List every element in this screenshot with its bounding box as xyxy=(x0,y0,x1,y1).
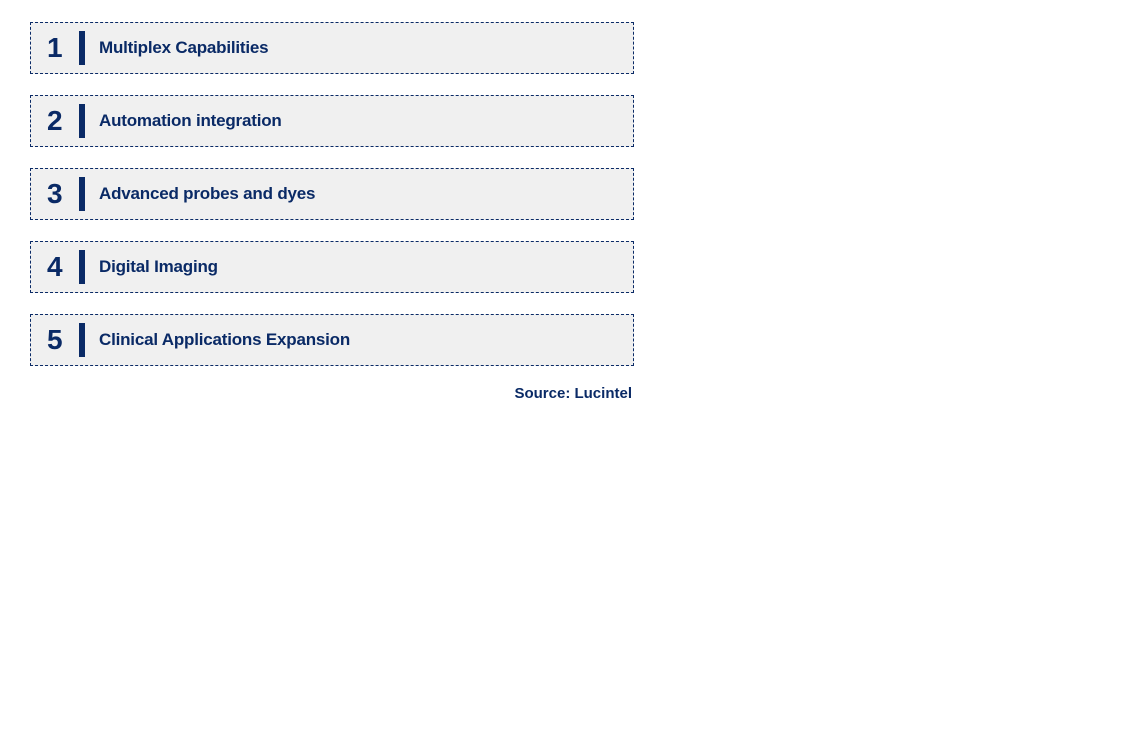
item-divider xyxy=(79,104,85,138)
item-divider xyxy=(79,31,85,65)
list-item: 3 Advanced probes and dyes xyxy=(30,168,634,220)
item-label: Multiplex Capabilities xyxy=(99,38,268,58)
source-attribution: Source: Lucintel xyxy=(30,385,634,402)
list-item: 1 Multiplex Capabilities xyxy=(30,22,634,74)
item-label: Digital Imaging xyxy=(99,257,218,277)
list-item: 5 Clinical Applications Expansion xyxy=(30,314,634,366)
list-item: 4 Digital Imaging xyxy=(30,241,634,293)
item-number: 5 xyxy=(41,324,79,356)
numbered-list: 1 Multiplex Capabilities 2 Automation in… xyxy=(30,22,634,366)
item-label: Automation integration xyxy=(99,111,282,131)
item-number: 4 xyxy=(41,251,79,283)
list-item: 2 Automation integration xyxy=(30,95,634,147)
item-number: 2 xyxy=(41,105,79,137)
item-label: Advanced probes and dyes xyxy=(99,184,315,204)
item-divider xyxy=(79,323,85,357)
item-label: Clinical Applications Expansion xyxy=(99,330,350,350)
item-divider xyxy=(79,250,85,284)
item-divider xyxy=(79,177,85,211)
item-number: 3 xyxy=(41,178,79,210)
item-number: 1 xyxy=(41,32,79,64)
